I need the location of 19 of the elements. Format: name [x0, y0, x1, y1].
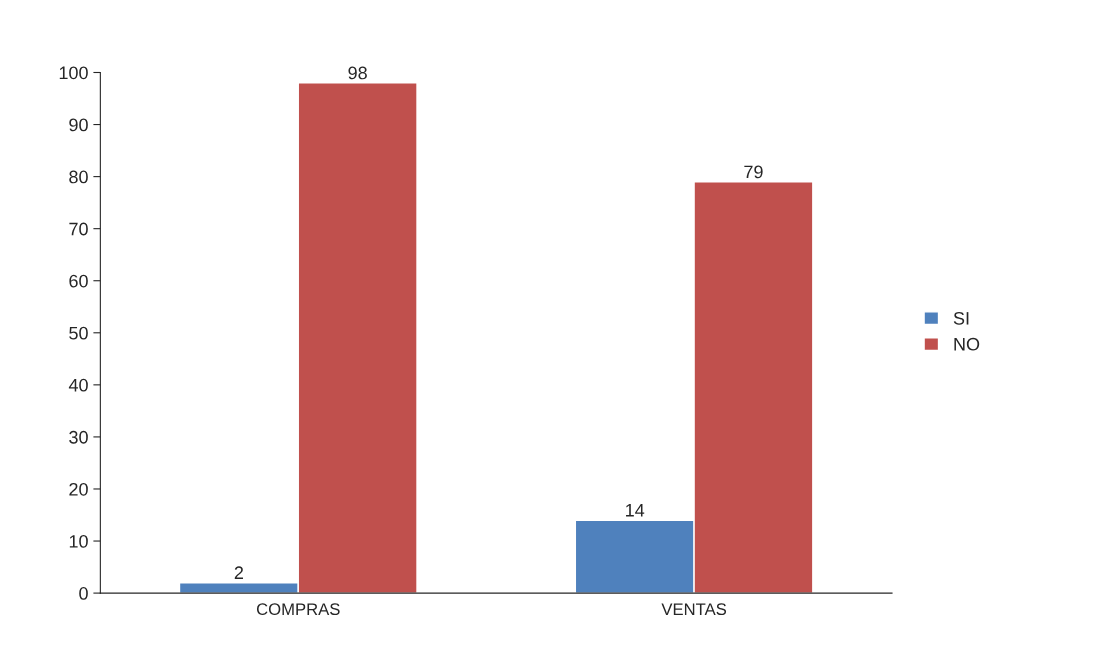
- y-tick-label: 100: [59, 66, 88, 80]
- y-tick-label: 30: [69, 430, 88, 444]
- x-tick-label: VENTAS: [661, 603, 727, 616]
- y-tick-label: 40: [68, 378, 88, 392]
- y-tick-label: 70: [69, 222, 88, 236]
- legend-label: SI: [953, 311, 969, 325]
- y-tick-label: 10: [69, 534, 88, 548]
- data-label: 14: [626, 504, 645, 517]
- y-tick-label: 0: [79, 587, 88, 600]
- legend-label: NO: [954, 337, 980, 351]
- y-tick-label: 60: [69, 274, 88, 288]
- y-tick-label: 80: [69, 170, 88, 184]
- x-tick-label: COMPRAS: [256, 603, 340, 616]
- data-label: 79: [744, 165, 763, 179]
- y-tick-label: 20: [69, 482, 88, 496]
- y-tick-label: 50: [69, 326, 88, 340]
- data-label: 98: [348, 66, 367, 80]
- y-tick-label: 90: [69, 118, 88, 132]
- data-label: 2: [234, 566, 243, 579]
